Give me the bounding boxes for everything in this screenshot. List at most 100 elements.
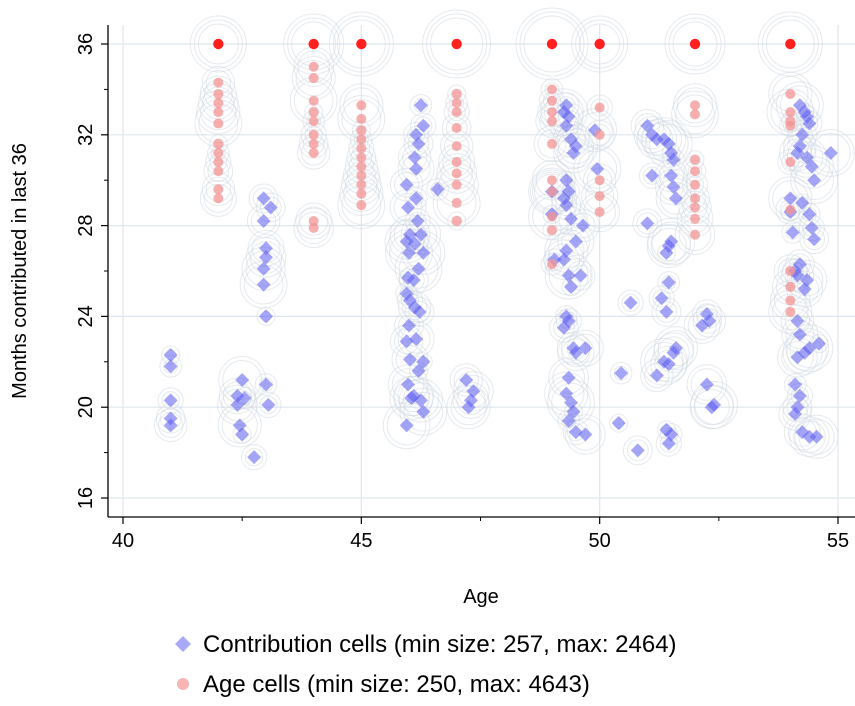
contribution-cell-marker [259,377,273,392]
contribution-cell-marker [649,368,664,383]
cell-halo [436,153,477,194]
age-cell-marker [690,100,700,111]
cell-halo [571,15,629,73]
cell-halo [398,248,439,289]
age-cell-full-marker [213,38,224,50]
cell-halo [687,310,717,340]
age-cell-marker [785,295,796,306]
cell-halo [332,15,390,73]
contribution-cell-marker [561,370,576,385]
age-cell-marker [356,179,367,190]
contribution-cell-marker [809,429,824,444]
age-cell-marker [547,116,557,127]
age-cell-marker [213,147,224,158]
axes: 40 45 50 55 16 20 24 28 32 36 [75,25,855,552]
cell-halo [399,387,448,436]
contribution-cell-marker [823,145,838,160]
cell-halo [657,336,690,370]
contribution-cell-marker [247,450,262,465]
contribution-cell-marker [163,359,178,374]
age-cell-marker [451,168,462,179]
cell-halo [328,11,394,77]
contribution-cell-marker [402,352,417,367]
cell-halo [519,11,585,77]
contribution-cell-marker [256,191,271,206]
cell-halo [254,373,278,396]
contribution-cell-marker [413,393,428,408]
cell-halo [409,93,433,117]
cell-halo [671,90,719,139]
cell-halo [453,367,479,393]
contribution-cell-marker [578,341,593,356]
cell-halo [404,187,428,210]
cell-halo [761,15,819,73]
cell-halo [570,212,596,239]
contribution-cell-marker [237,391,252,406]
contribution-cell-marker [807,173,822,188]
cell-halo [757,11,823,77]
contribution-cell-marker [256,214,271,229]
age-cell-marker [213,77,224,88]
contribution-cell-marker [668,191,683,206]
age-cell-marker [785,306,796,317]
cell-halo [398,265,429,295]
cell-halo [199,179,237,217]
y-axis-title: Months contributed in last 36 [9,143,31,399]
cell-halo [408,211,427,231]
age-cell-marker [213,157,224,168]
age-cell-marker [785,204,796,215]
cell-halo [245,237,287,278]
age-cell-marker [356,113,367,124]
cell-halo [810,133,851,173]
contribution-cell-marker [466,384,481,399]
contribution-cell-marker [802,341,817,356]
age-cell-full-marker [689,38,701,50]
cell-halo [561,338,591,368]
contribution-cell-marker [561,268,576,283]
cell-halo [537,129,567,159]
contribution-cell-marker [804,220,819,235]
contribution-cell-marker [416,118,431,133]
cell-halo [647,217,696,266]
contribution-cell-marker [664,234,679,249]
contribution-cell-marker [802,429,817,444]
age-cell-marker [356,143,367,154]
cell-halo [293,207,334,249]
contribution-cell-marker [407,150,422,165]
cell-halo [389,168,424,202]
age-cell-marker [308,116,319,127]
age-cell-marker [547,138,557,149]
contribution-cell-marker [792,327,807,342]
age-cell-marker [308,61,319,72]
contribution-cell-marker [413,98,428,113]
cell-halo [644,341,684,382]
contribution-cell-marker [802,116,817,131]
cell-halo [557,222,595,260]
age-cell-marker [451,216,462,227]
cell-halo [650,345,688,383]
cell-halo [259,395,278,415]
age-cell-marker [785,120,796,131]
contribution-cell-marker [235,427,250,442]
cell-halo [386,405,427,446]
contribution-cell-marker [788,407,803,422]
contribution-cell-marker [256,261,271,276]
cell-halo [422,9,492,79]
contribution-cell-marker [790,313,805,328]
contribution-cell-marker [654,291,669,306]
y-tick-label: 24 [75,305,97,327]
contribution-cell-marker [790,145,805,160]
contribution-cell-marker [649,132,664,147]
cell-halo [396,287,424,314]
legend-marker-contribution [175,636,191,652]
age-cell-marker [451,122,462,133]
contribution-cell-marker [695,318,710,333]
y-tick-label: 20 [75,396,97,418]
contribution-cell-marker [707,397,722,412]
contribution-cell-marker [256,277,271,292]
y-tick-label: 36 [75,33,97,55]
x-tick-label: 55 [827,530,849,552]
contribution-cell-marker [416,354,431,369]
cell-halo [783,413,821,451]
contribution-cell-marker [409,332,424,347]
